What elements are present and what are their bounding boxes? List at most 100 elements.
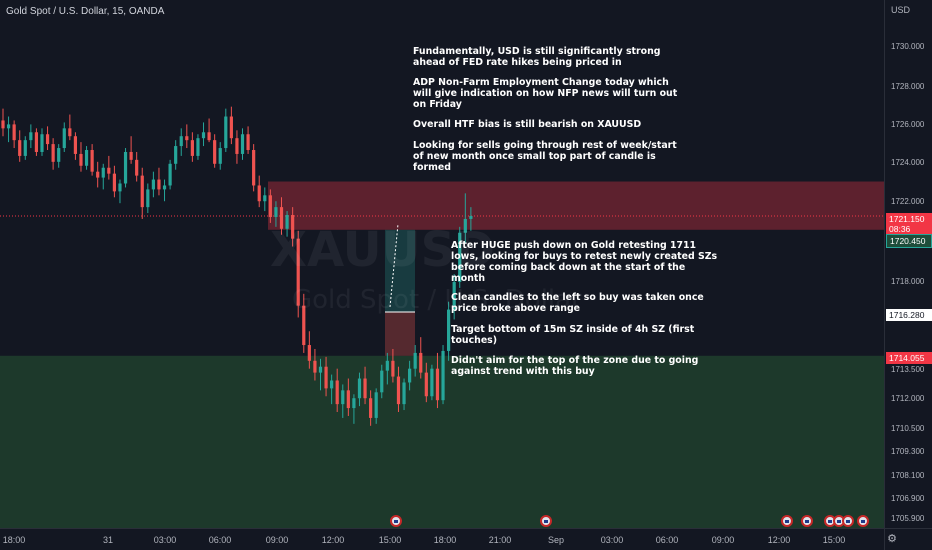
price-tick: 1710.500: [891, 424, 925, 433]
price-tick: 1705.900: [891, 514, 925, 523]
candle-body: [396, 376, 401, 405]
time-axis[interactable]: 18:00 31 03:00 06:00 09:00 12:00 15:00 1…: [0, 528, 884, 550]
time-tick: 12:00: [321, 535, 345, 545]
candle-body: [413, 352, 417, 369]
us-flag-event-icon[interactable]: [842, 515, 854, 527]
price-tick: 1730.000: [891, 42, 925, 51]
stop-level-badge: 1714.055: [886, 352, 932, 364]
candle-body: [424, 372, 428, 397]
candle-body: [452, 281, 456, 310]
price-tick: 1728.000: [891, 82, 925, 91]
target-level-badge: 1720.450: [886, 234, 932, 248]
candle-body: [363, 378, 367, 399]
candle-body: [341, 390, 345, 405]
candle-body: [174, 146, 178, 164]
price-tick: 1706.900: [891, 494, 925, 503]
candle-body: [296, 238, 300, 306]
time-tick: 15:00: [378, 535, 402, 545]
candle-body: [263, 195, 267, 202]
candle-body: [135, 159, 139, 176]
candle-body: [279, 207, 284, 229]
candle-body: [335, 380, 339, 405]
time-tick: 03:00: [153, 535, 177, 545]
candle-body: [201, 132, 206, 139]
candle-body: [229, 116, 233, 139]
candle-body: [285, 215, 289, 229]
symbol-title[interactable]: Gold Spot / U.S. Dollar, 15, OANDA: [6, 6, 165, 17]
candle-body: [307, 345, 311, 361]
candle-body: [268, 195, 272, 217]
chart-area[interactable]: XAUUSD Gold Spot / U.S. Dollar Gold Spot…: [0, 0, 884, 528]
candle-body: [34, 132, 39, 152]
candle-body: [90, 150, 94, 172]
note-target[interactable]: Target bottom of 15m SZ inside of 4h SZ …: [451, 324, 695, 346]
time-tick: 31: [102, 535, 114, 545]
time-tick: 12:00: [767, 535, 791, 545]
candle-body: [196, 138, 200, 156]
candle-body: [213, 140, 217, 164]
price-tick: 1709.300: [891, 447, 925, 456]
time-tick: 09:00: [265, 535, 289, 545]
description-watermark: Gold Spot / U.S. Dollar: [292, 285, 582, 315]
candle-body: [140, 175, 144, 208]
price-axis[interactable]: USD 1730.000 1728.000 1726.000 1724.000 …: [884, 0, 932, 528]
candle-body: [313, 360, 317, 373]
candle-body: [369, 398, 373, 418]
price-tick: 1708.100: [891, 471, 925, 480]
candle-body: [441, 350, 445, 401]
price-tick: 1718.000: [891, 277, 925, 286]
candle-body: [435, 368, 440, 401]
countdown-timer: 08:36: [889, 224, 911, 234]
price-tick: 1722.000: [891, 197, 925, 206]
candle-body: [62, 128, 66, 149]
current-price-value: 1721.150: [889, 214, 925, 224]
position-path-line: [389, 223, 399, 307]
candle-body: [112, 173, 116, 192]
candle-body: [274, 207, 278, 217]
us-flag-event-icon[interactable]: [781, 515, 793, 527]
candle-body: [179, 136, 183, 147]
candle-body: [463, 218, 467, 233]
us-flag-event-icon[interactable]: [857, 515, 869, 527]
candle-body: [40, 134, 44, 152]
candle-body: [391, 360, 395, 377]
candle-body: [151, 179, 155, 190]
time-tick: 06:00: [655, 535, 679, 545]
position-loss-area: [385, 311, 415, 356]
candle-body: [107, 167, 111, 174]
axis-corner: [884, 528, 932, 550]
candle-body: [402, 382, 406, 405]
us-flag-event-icon[interactable]: [390, 515, 402, 527]
candle-body: [146, 189, 150, 208]
candle-body: [291, 215, 295, 239]
candle-body: [118, 183, 122, 192]
time-tick: 03:00: [600, 535, 624, 545]
us-flag-event-icon[interactable]: [801, 515, 813, 527]
note-huge-push[interactable]: After HUGE push down on Gold retesting 1…: [451, 240, 718, 284]
time-tick: 21:00: [488, 535, 512, 545]
candle-body: [458, 232, 462, 282]
note-didnt-aim[interactable]: Didn't aim for the top of the zone due t…: [451, 355, 699, 377]
time-tick: 18:00: [2, 535, 26, 545]
candle-body: [162, 185, 167, 190]
candle-body: [357, 378, 362, 399]
note-sells[interactable]: Looking for sells going through rest of …: [413, 140, 677, 173]
time-tick: Sep: [547, 535, 565, 545]
candle-body: [23, 140, 27, 156]
price-tick: 1712.000: [891, 394, 925, 403]
us-flag-event-icon[interactable]: [540, 515, 552, 527]
candle-body: [385, 360, 389, 371]
note-htf-bias[interactable]: Overall HTF bias is still bearish on XAU…: [413, 119, 642, 130]
candle-body: [430, 368, 434, 397]
candle-body: [218, 148, 222, 164]
price-tick: 1724.000: [891, 158, 925, 167]
candle-body: [352, 398, 356, 409]
price-tick: 1713.500: [891, 365, 925, 374]
note-fundamentals[interactable]: Fundamentally, USD is still significantl…: [413, 46, 661, 68]
note-adp[interactable]: ADP Non-Farm Employment Change today whi…: [413, 77, 678, 110]
candle-body: [96, 171, 100, 178]
gear-icon[interactable]: ⚙: [887, 533, 897, 545]
candle-body: [207, 132, 211, 141]
price-chart[interactable]: [0, 0, 884, 528]
note-clean-candles[interactable]: Clean candles to the left so buy was tak…: [451, 292, 704, 314]
